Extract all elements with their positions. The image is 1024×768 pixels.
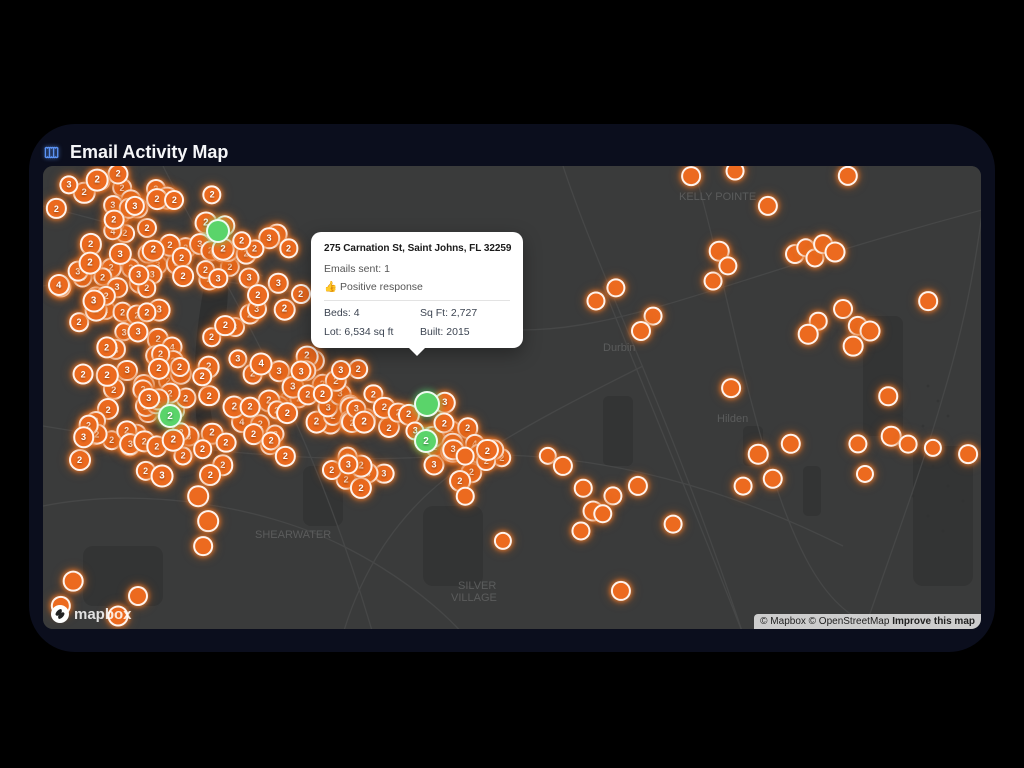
- svg-text:SHEARWATER: SHEARWATER: [255, 529, 331, 541]
- svg-text:KELLY POINTE: KELLY POINTE: [679, 191, 756, 203]
- svg-text:SILVER: SILVER: [458, 580, 496, 592]
- svg-text:Durbin: Durbin: [603, 342, 635, 354]
- svg-text:Hilden: Hilden: [717, 413, 748, 425]
- svg-text:VILLAGE: VILLAGE: [451, 592, 497, 604]
